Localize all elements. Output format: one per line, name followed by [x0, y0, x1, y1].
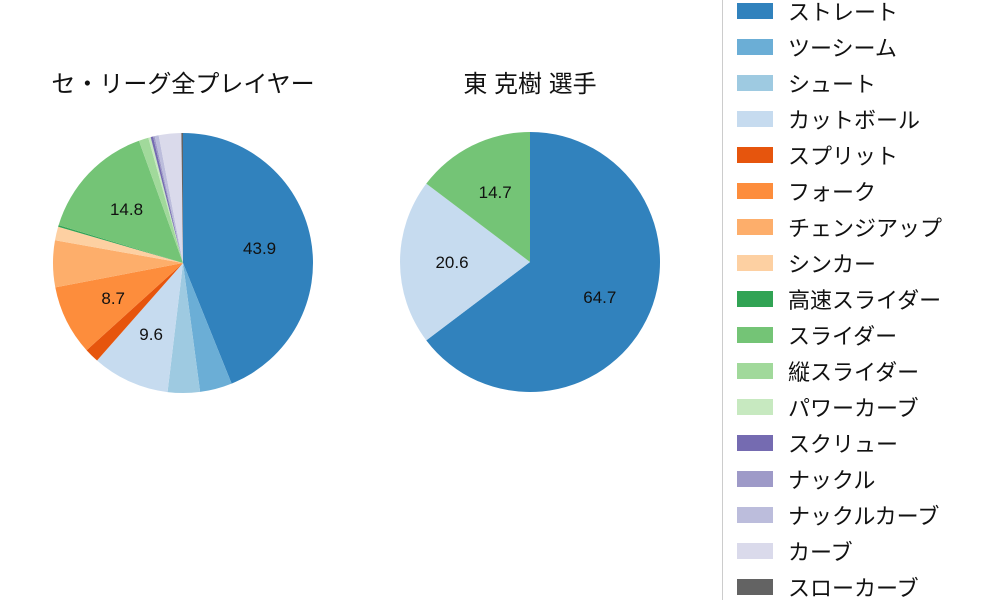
- legend-label: シンカー: [788, 252, 877, 277]
- legend-item: ナックルカーブ: [733, 497, 1000, 533]
- legend-label: シュート: [788, 72, 877, 97]
- legend-swatch: [737, 435, 773, 451]
- legend-label: ツーシーム: [788, 36, 897, 61]
- legend-swatch: [737, 291, 773, 307]
- pie-value-label: 43.9: [243, 239, 276, 258]
- legend-label: カットボール: [788, 108, 921, 133]
- legend-swatch: [737, 255, 773, 271]
- pie-slice: [148, 137, 183, 263]
- legend-label: スローカーブ: [788, 576, 919, 600]
- pie-slice: [167, 263, 201, 393]
- legend-label: スプリット: [788, 144, 899, 169]
- pie-value-label: 8.7: [101, 289, 125, 308]
- pie-value-label: 64.7: [583, 288, 616, 307]
- pie-slice: [58, 140, 183, 263]
- legend-swatch: [737, 579, 773, 595]
- legend-item: スライダー: [733, 317, 1000, 353]
- pie-slice: [158, 133, 183, 263]
- legend: ストレートツーシームシュートカットボール スプリットフォークチェンジアップ シンカー…: [722, 0, 1000, 600]
- legend-swatch: [737, 147, 773, 163]
- legend-label: チェンジアップ: [788, 216, 943, 241]
- legend-item: スプリット: [733, 137, 1000, 173]
- legend-item: ツーシーム: [733, 29, 1000, 65]
- legend-label: 縦スライダー: [788, 360, 920, 385]
- pie-value-label: 14.7: [479, 183, 512, 202]
- pie-slice: [153, 136, 183, 263]
- legend-label: ナックルカーブ: [788, 504, 940, 529]
- legend-label: スクリュー: [788, 432, 899, 457]
- legend-swatch: [737, 507, 773, 523]
- pie-slice: [426, 132, 661, 392]
- legend-label: ナックル: [788, 468, 876, 493]
- legend-swatch: [737, 111, 773, 127]
- legend-item: シンカー: [733, 245, 1000, 281]
- legend-label: パワーカーブ: [788, 396, 919, 421]
- pie-value-label: 14.8: [110, 200, 143, 219]
- legend-swatch: [737, 3, 773, 19]
- legend-swatch: [737, 543, 773, 559]
- legend-swatch: [737, 39, 773, 55]
- legend-item: 高速スライダー: [733, 281, 1000, 317]
- pie-slice: [150, 136, 183, 263]
- legend-items: ストレートツーシームシュートカットボール スプリットフォークチェンジアップ シンカー…: [733, 0, 1000, 600]
- legend-label: フォーク: [788, 180, 877, 205]
- legend-swatch: [737, 219, 773, 235]
- legend-swatch: [737, 183, 773, 199]
- right-pie-title: 東 克樹 選手: [463, 71, 597, 98]
- pie-value-label: 20.6: [435, 253, 468, 272]
- legend-label: ストレート: [788, 0, 899, 25]
- pie-value-label: 9.6: [139, 325, 163, 344]
- legend-label: 高速スライダー: [788, 288, 942, 313]
- pie-slice: [138, 137, 183, 263]
- pie-slice: [154, 135, 183, 263]
- legend-label: スライダー: [788, 324, 898, 349]
- pie-slice: [183, 263, 232, 392]
- legend-swatch: [737, 75, 773, 91]
- pie-chart-player: 64.7 20.6 14.7: [400, 132, 661, 392]
- legend-item: フォーク: [733, 173, 1000, 209]
- legend-item: カットボール: [733, 101, 1000, 137]
- pie-slice: [426, 132, 530, 262]
- pie-slice: [86, 263, 183, 361]
- pie-slice: [55, 263, 183, 351]
- legend-swatch: [737, 327, 773, 343]
- legend-item: ストレート: [733, 0, 1000, 29]
- legend-item: 縦スライダー: [733, 353, 1000, 389]
- pie-slice: [58, 225, 183, 263]
- legend-swatch: [737, 471, 773, 487]
- legend-item: シュート: [733, 65, 1000, 101]
- legend-item: カーブ: [733, 533, 1000, 569]
- pie-slice: [183, 133, 314, 384]
- legend-swatch: [737, 399, 773, 415]
- pie-slice: [181, 133, 183, 263]
- legend-item: パワーカーブ: [733, 389, 1000, 425]
- legend-swatch: [737, 363, 773, 379]
- pie-slice: [400, 183, 530, 341]
- legend-item: ナックル: [733, 461, 1000, 497]
- left-pie-title: セ・リーグ全プレイヤー: [51, 71, 315, 98]
- pie-slice: [55, 226, 184, 263]
- legend-item: スクリュー: [733, 425, 1000, 461]
- pie-slice: [97, 263, 183, 393]
- pie-chart-league-all: 43.9 9.6 8.7 14.8: [53, 133, 314, 393]
- legend-item: チェンジアップ: [733, 209, 1000, 245]
- legend-label: カーブ: [788, 540, 853, 565]
- legend-item: スローカーブ: [733, 569, 1000, 600]
- pie-slice: [53, 240, 183, 288]
